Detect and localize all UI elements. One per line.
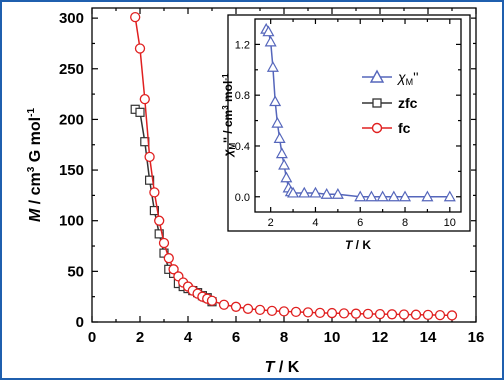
fc-point [168,264,179,275]
chi-point [269,95,282,107]
chi-point [298,186,311,198]
inset-y-axis-label: χM'' / cm3 mol-1 [221,73,237,158]
chi-point [399,190,412,202]
inset-x-tick-label: 4 [312,217,318,229]
fc-point [278,306,290,317]
chi-point [278,158,291,170]
legend-chi-marker [369,69,385,83]
fc-point [230,301,242,312]
chi-point [271,116,284,128]
main-x-tick-label: 8 [280,329,288,346]
inset-plot-frame [254,18,462,213]
main-x-tick-label: 4 [184,329,193,346]
fc-point [158,237,170,249]
fc-point [139,94,150,105]
inset-x-tick-label: 6 [357,217,363,229]
inset-y-tick-label: 0.0 [235,192,250,204]
main-x-tick-label: 10 [324,329,341,346]
inset-background [227,14,471,232]
chi-point [320,187,333,199]
inset-x-tick-label: 2 [268,217,274,229]
chi-point [287,186,300,198]
fc-point [362,308,374,320]
zfc-point [154,229,164,239]
chi-point [275,147,288,159]
legend-zfc-marker [372,98,382,108]
main-x-tick-label: 16 [468,329,485,346]
fc-point [410,309,422,320]
inset-axis-ticks: 2 4 6 8 10 0.0 0.4 0.8 1.2 [235,19,461,229]
fc-point [434,309,446,321]
chi-point [309,186,322,198]
inset-x-axis-label: T / K [345,238,371,252]
fc-point [446,310,458,321]
fc-point [290,306,302,318]
inset-x-tick-label: 10 [444,217,456,229]
fc-point [144,151,155,163]
fc-point [134,43,146,54]
main-x-tick-label: 2 [136,329,144,346]
fc-point [398,309,410,320]
zfc-point [135,107,145,117]
zfc-point [145,175,155,185]
fc-point [242,303,254,314]
main-y-axis-label: M / cm3 G mol-1 [26,108,44,222]
fc-point [254,304,266,315]
fc-point [218,299,230,310]
chi-point [262,25,275,37]
main-x-tick-label: 0 [88,329,96,346]
fc-point [350,308,362,319]
chi-point [376,190,389,202]
inset-frame [227,14,471,232]
legend-zfc-label: zfc [398,95,418,111]
inset-y-tick-label: 0.4 [235,141,250,153]
inset-y-tick-label: 1.2 [235,39,250,51]
chi-point [331,187,344,199]
fc-point [154,215,165,226]
fc-point [206,295,218,306]
chi-point [266,61,279,72]
chi-point [264,35,277,47]
fc-point [338,308,350,319]
main-y-tick-label: 50 [67,263,84,280]
chi-point [387,190,400,202]
fc-point [386,309,398,320]
fc-point [374,308,386,320]
main-y-tick-label: 100 [59,213,84,230]
fc-point [163,253,174,264]
legend-fc-label: fc [398,120,411,136]
legend: χM'' zfc fc [362,69,419,136]
main-axis-ticks: 0 2 4 6 8 10 12 14 16 0 50 100 150 200 250 300 [59,8,484,346]
inset-x-tick-label: 8 [402,217,408,229]
fc-point [149,187,160,198]
chi-point [273,132,286,143]
main-y-tick-label: 200 [59,111,84,128]
main-y-tick-label: 300 [59,10,84,27]
main-y-tick-label: 0 [76,314,84,331]
main-x-tick-label: 14 [420,329,437,346]
fc-point [314,307,326,319]
main-x-tick-label: 12 [372,329,389,346]
inset-y-tick-label: 0.8 [235,90,250,102]
chi-point [365,190,378,202]
main-y-tick-label: 250 [59,61,84,78]
chi-point [280,171,293,183]
fc-point [422,309,434,321]
inset-series-layer [260,22,456,202]
main-x-tick-label: 6 [232,329,240,346]
main-x-axis-label: T / K [265,359,300,376]
main-series-layer [130,11,458,321]
fc-point [326,307,338,319]
fc-point [130,11,141,23]
fc-point [266,305,278,317]
chi-point [443,190,456,202]
fc-point [302,307,314,318]
chi-point [421,190,434,202]
legend-fc-marker [371,122,383,134]
zfc-point [149,205,159,216]
chi-point [354,190,367,202]
main-y-tick-label: 150 [59,162,84,179]
legend-chi-label: χM'' [396,69,419,87]
